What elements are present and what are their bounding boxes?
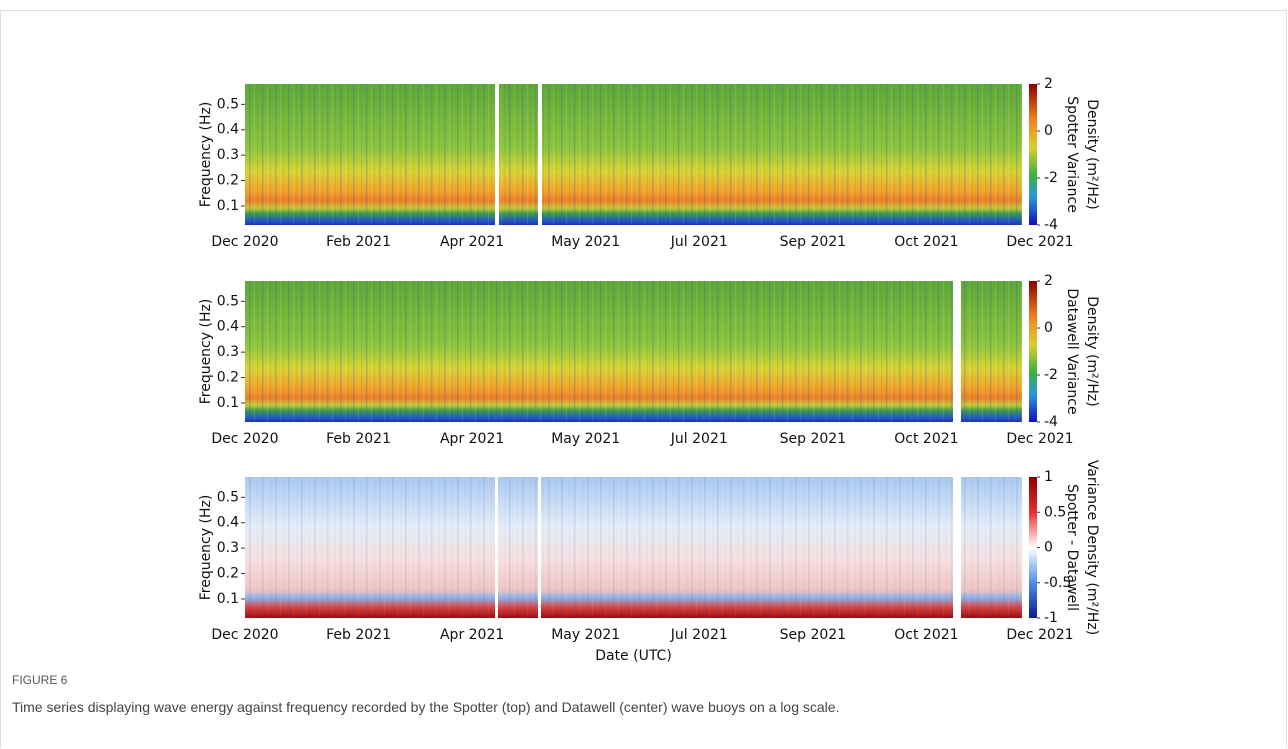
y-tick-label: 0.1 — [217, 198, 239, 214]
x-tick-label: Oct 2021 — [894, 431, 958, 447]
colorbar-tick-label: -4 — [1044, 217, 1058, 233]
colorbar-tick-label: 2 — [1044, 76, 1053, 92]
figure-label: FIGURE 6 — [12, 673, 68, 687]
spectrogram-texture — [245, 281, 1022, 422]
y-tick-label: 0.5 — [217, 489, 239, 505]
colorbar-label: Spotter Variance — [1064, 96, 1080, 213]
x-tick-label: Jul 2021 — [670, 234, 728, 250]
colorbar-tick-label: -1 — [1044, 610, 1058, 626]
x-tick-label: Feb 2021 — [326, 234, 391, 250]
colorbar — [1029, 477, 1037, 618]
x-axis-label: Date (UTC) — [595, 648, 672, 664]
x-tick-label: Oct 2021 — [894, 234, 958, 250]
x-tick-label: Dec 2021 — [1006, 431, 1073, 447]
x-tick-label: Sep 2021 — [780, 627, 846, 643]
y-tick-label: 0.3 — [217, 540, 239, 556]
y-tick-label: 0.2 — [217, 173, 239, 189]
x-tick-label: May 2021 — [551, 431, 620, 447]
y-tick-label: 0.5 — [217, 293, 239, 309]
colorbar — [1029, 281, 1037, 422]
spectrogram-texture — [245, 84, 1022, 225]
colorbar-tick-label: 1 — [1044, 469, 1053, 485]
figure-caption: Time series displaying wave energy again… — [12, 699, 840, 715]
y-tick-label: 0.1 — [217, 395, 239, 411]
colorbar — [1029, 84, 1037, 225]
colorbar-tick-label: 0 — [1044, 320, 1053, 336]
data-gap — [538, 84, 542, 225]
y-axis-label: Frequency (Hz) — [198, 102, 214, 208]
x-tick-label: Sep 2021 — [780, 431, 846, 447]
x-tick-label: Feb 2021 — [326, 627, 391, 643]
x-tick-label: Feb 2021 — [326, 431, 391, 447]
x-tick-label: Dec 2020 — [211, 234, 278, 250]
colorbar-tick-label: 0 — [1044, 123, 1053, 139]
figure: 0.1 0.2 0.3 0.4 0.5 Dec 2020 Feb 2021 Apr 2021 M… — [198, 76, 1100, 664]
y-tick-label: 0.3 — [217, 147, 239, 163]
x-tick-label: Jul 2021 — [670, 431, 728, 447]
x-tick-label: May 2021 — [551, 627, 620, 643]
x-tick-label: Apr 2021 — [440, 627, 504, 643]
figure-frame — [0, 10, 1287, 748]
y-tick-label: 0.5 — [217, 96, 239, 112]
colorbar-tick-label: -2 — [1044, 367, 1058, 383]
data-gap — [953, 477, 961, 618]
colorbar-tick-label: -0.5 — [1044, 575, 1071, 591]
y-tick-label: 0.4 — [217, 515, 239, 531]
colorbar-label: Variance Density (m²/Hz) — [1084, 460, 1100, 635]
colorbar-label: Datawell Variance — [1064, 288, 1080, 414]
x-tick-label: Apr 2021 — [440, 234, 504, 250]
x-tick-label: May 2021 — [551, 234, 620, 250]
colorbar-label: Density (m²/Hz) — [1084, 99, 1100, 209]
x-tick-label: Dec 2020 — [211, 431, 278, 447]
data-gap — [538, 477, 541, 618]
colorbar-label: Density (m²/Hz) — [1084, 296, 1100, 406]
colorbar-label: Spotter - Datawell — [1064, 484, 1080, 611]
x-tick-label: Apr 2021 — [440, 431, 504, 447]
colorbar-tick-label: 0.5 — [1044, 504, 1066, 520]
y-tick-label: 0.3 — [217, 344, 239, 360]
colorbar-tick-label: 0 — [1044, 540, 1053, 556]
y-axis-label: Frequency (Hz) — [198, 299, 214, 405]
y-tick-label: 0.4 — [217, 319, 239, 335]
data-gap — [495, 84, 499, 225]
x-tick-label: Dec 2020 — [211, 627, 278, 643]
y-tick-label: 0.2 — [217, 370, 239, 386]
x-tick-label: Dec 2021 — [1006, 627, 1073, 643]
y-axis-label: Frequency (Hz) — [198, 495, 214, 601]
spectrogram-texture — [245, 477, 1022, 618]
y-tick-label: 0.1 — [217, 591, 239, 607]
x-tick-label: Dec 2021 — [1006, 234, 1073, 250]
colorbar-tick-label: -4 — [1044, 414, 1058, 430]
data-gap — [953, 281, 961, 422]
x-tick-label: Sep 2021 — [780, 234, 846, 250]
x-tick-label: Jul 2021 — [670, 627, 728, 643]
x-tick-label: Oct 2021 — [894, 627, 958, 643]
y-tick-label: 0.2 — [217, 566, 239, 582]
colorbar-tick-label: 2 — [1044, 273, 1053, 289]
colorbar-tick-label: -2 — [1044, 170, 1058, 186]
y-tick-label: 0.4 — [217, 122, 239, 138]
data-gap — [495, 477, 498, 618]
